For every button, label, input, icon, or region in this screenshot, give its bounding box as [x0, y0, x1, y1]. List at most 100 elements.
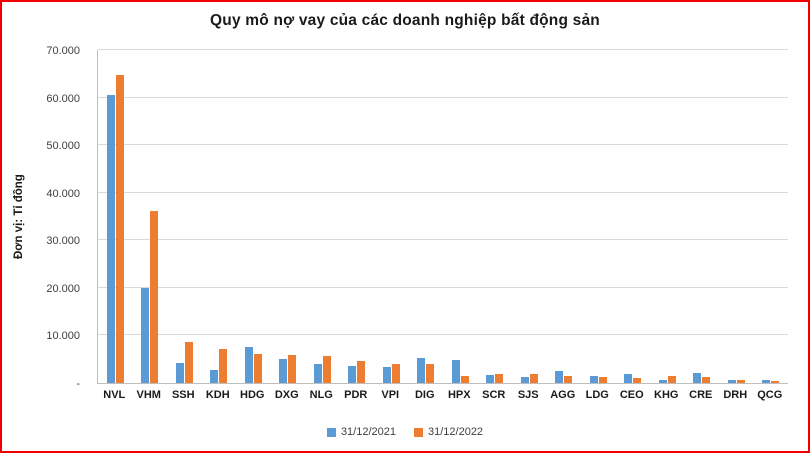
bar-group-sjs — [512, 50, 547, 383]
bar-group-nvl — [98, 50, 133, 383]
bar-hdg-31/12/2021 — [244, 347, 253, 383]
bar-sjs-31/12/2021 — [520, 376, 529, 383]
y-tick-label: 60.000 — [46, 92, 80, 105]
bar-pdr-31/12/2021 — [348, 366, 357, 383]
bar-group-ldg — [581, 50, 616, 383]
gridline — [98, 144, 788, 146]
bar-group-scr — [478, 50, 513, 383]
y-tick-label: 70.000 — [46, 45, 80, 57]
bar-group-pdr — [340, 50, 375, 383]
x-tick-label-nvl: NVL — [103, 389, 126, 401]
bar-cre-31/12/2021 — [693, 373, 702, 383]
y-tick-label: 30.000 — [46, 235, 80, 248]
y-tick-label: 50.000 — [46, 140, 80, 153]
bar-hpx-31/12/2022 — [460, 376, 469, 383]
bar-dxg-31/12/2021 — [279, 359, 288, 383]
bar-qcg-31/12/2021 — [762, 380, 771, 383]
bar-khg-31/12/2021 — [658, 379, 667, 383]
x-tick-label-scr: SCR — [482, 389, 506, 401]
bar-hpx-31/12/2021 — [451, 359, 460, 383]
bar-nvl-31/12/2022 — [115, 75, 124, 383]
bar-nlg-31/12/2022 — [322, 356, 331, 383]
bar-scr-31/12/2022 — [495, 373, 504, 383]
bar-ssh-31/12/2021 — [175, 362, 184, 383]
bar-dxg-31/12/2022 — [288, 354, 297, 383]
x-tick-label-drh: DRH — [723, 389, 748, 401]
bar-drh-31/12/2021 — [727, 380, 736, 383]
bar-group-dig — [409, 50, 444, 383]
y-axis-ticks: - 10.000 20.000 30.000 40.000 50.000 60.000 70.… — [2, 45, 88, 390]
chart-title: Quy mô nợ vay của các doanh nghiệp bất đ… — [210, 12, 600, 29]
bar-dig-31/12/2022 — [426, 363, 435, 383]
x-tick-label-qcg: QCG — [757, 389, 783, 401]
bar-pdr-31/12/2022 — [357, 361, 366, 383]
bar-hdg-31/12/2022 — [253, 354, 262, 383]
x-tick-label-ssh: SSH — [171, 389, 195, 401]
bar-nlg-31/12/2021 — [313, 364, 322, 383]
bar-cre-31/12/2022 — [702, 376, 711, 383]
bar-drh-31/12/2022 — [736, 379, 745, 383]
gridline — [98, 96, 788, 98]
bars-container — [98, 50, 788, 383]
bar-sjs-31/12/2022 — [529, 374, 538, 383]
x-tick-label-ceo: CEO — [619, 389, 644, 401]
bar-kdh-31/12/2022 — [219, 349, 228, 383]
x-tick-label-dxg: DXG — [274, 389, 299, 401]
x-tick-label-vhm: VHM — [136, 389, 161, 401]
bar-group-qcg — [754, 50, 789, 383]
bar-group-hpx — [443, 50, 478, 383]
y-tick-label: 20.000 — [46, 282, 80, 295]
gridline — [98, 334, 788, 336]
bar-vpi-31/12/2021 — [382, 367, 391, 383]
bar-group-hdg — [236, 50, 271, 383]
gridline — [98, 49, 788, 50]
bar-group-vhm — [133, 50, 168, 383]
gridline — [98, 239, 788, 241]
bar-ceo-31/12/2021 — [624, 373, 633, 383]
x-tick-label-vpi: VPI — [381, 389, 400, 401]
bar-nvl-31/12/2021 — [106, 95, 115, 383]
legend-item-31/12/2022: 31/12/2022 — [414, 426, 483, 438]
bar-dig-31/12/2021 — [417, 358, 426, 383]
y-tick-label: 10.000 — [46, 330, 80, 343]
plot-area — [97, 49, 788, 384]
bar-group-agg — [547, 50, 582, 383]
x-tick-label-hdg: HDG — [240, 389, 265, 401]
bar-ceo-31/12/2022 — [633, 377, 642, 383]
bar-khg-31/12/2022 — [667, 375, 676, 383]
gridline — [98, 286, 788, 288]
bar-qcg-31/12/2022 — [771, 381, 780, 383]
legend-swatch-icon — [414, 427, 423, 437]
bar-vhm-31/12/2022 — [150, 210, 159, 383]
bar-group-kdh — [202, 50, 237, 383]
bar-group-drh — [719, 50, 754, 383]
legend: 31/12/2021 31/12/2022 — [2, 426, 808, 438]
gridline — [98, 191, 788, 193]
x-axis-labels: NVL VHM SSH KDH HDG DXG NLG PDR VPI DIG HPX SCR SJS A… — [97, 389, 787, 401]
bar-group-dxg — [271, 50, 306, 383]
x-tick-label-hpx: HPX — [447, 389, 471, 401]
bar-agg-31/12/2021 — [555, 370, 564, 383]
bar-ssh-31/12/2022 — [184, 342, 193, 383]
bar-scr-31/12/2021 — [486, 375, 495, 383]
bar-group-khg — [650, 50, 685, 383]
y-tick-label: 40.000 — [46, 187, 80, 200]
bar-ldg-31/12/2021 — [589, 375, 598, 383]
bar-group-nlg — [305, 50, 340, 383]
legend-swatch-icon — [326, 427, 336, 437]
bar-group-ceo — [616, 50, 651, 383]
bar-agg-31/12/2022 — [564, 375, 573, 383]
legend-label: 31/12/2022 — [428, 426, 484, 438]
x-tick-label-kdh: KDH — [205, 389, 230, 401]
x-tick-label-ldg: LDG — [585, 389, 609, 401]
bar-group-vpi — [374, 50, 409, 383]
x-tick-label-pdr: PDR — [344, 389, 368, 401]
bar-group-cre — [685, 50, 720, 383]
x-tick-label-khg: KHG — [654, 389, 679, 401]
bar-group-ssh — [167, 50, 202, 383]
legend-item-31/12/2021: 31/12/2021 — [326, 426, 396, 438]
x-tick-label-dig: DIG — [414, 389, 435, 401]
x-tick-label-agg: AGG — [550, 389, 576, 401]
x-tick-label-cre: CRE — [689, 389, 713, 401]
